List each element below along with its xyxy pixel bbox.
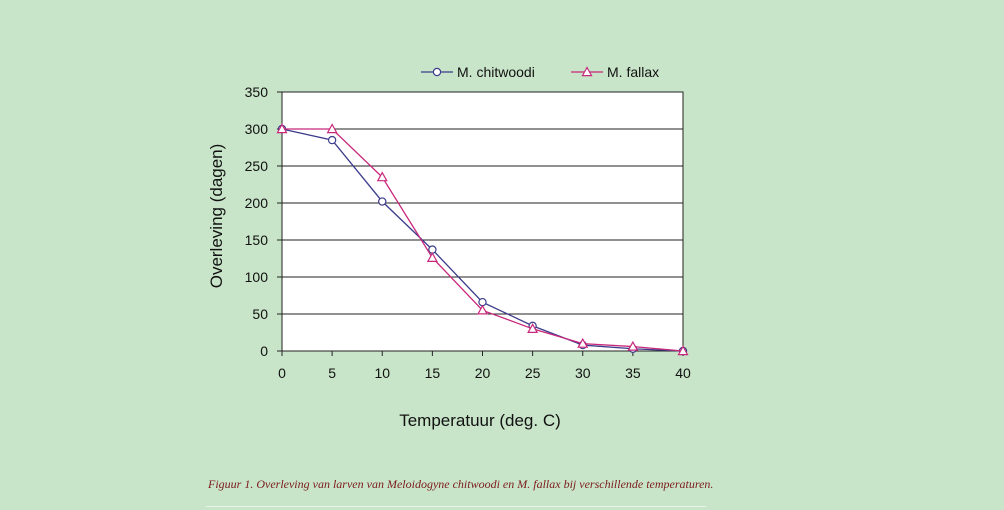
data-point	[376, 171, 388, 182]
y-tick-label: 50	[252, 306, 268, 322]
legend-item: M. chitwoodi	[421, 64, 535, 80]
y-tick-label: 300	[245, 121, 269, 137]
legend: M. chitwoodi M. fallax	[421, 64, 659, 80]
y-tick-label: 250	[245, 158, 269, 174]
legend-marker	[432, 67, 442, 77]
data-point	[326, 123, 338, 134]
series-m-fallax	[276, 123, 689, 356]
legend-marker	[581, 66, 593, 77]
x-tick-label: 5	[328, 365, 336, 381]
x-tick-label: 25	[525, 365, 541, 381]
data-point	[677, 345, 689, 356]
legend-item: M. fallax	[571, 64, 659, 80]
x-tick-label: 15	[425, 365, 441, 381]
x-tick-label: 10	[374, 365, 390, 381]
y-tick-label: 350	[245, 84, 269, 100]
figure-caption: Figuur 1. Overleving van larven van Melo…	[208, 477, 714, 491]
x-tick-label: 20	[475, 365, 491, 381]
data-point	[627, 340, 639, 351]
y-axis-title: Overleving (dagen)	[207, 144, 226, 289]
grid-lines	[277, 91, 684, 356]
data-point	[327, 135, 337, 145]
legend-label: M. chitwoodi	[457, 64, 535, 80]
x-tick-labels: 0 5 10 15 20 25 30 35 40	[278, 365, 691, 381]
y-tick-label: 0	[260, 343, 268, 359]
data-point	[426, 252, 438, 262]
y-tick-labels: 0 50 100 150 200 250 300 350	[245, 84, 269, 359]
series-layer	[276, 123, 689, 356]
data-point	[378, 197, 387, 206]
data-point	[276, 123, 288, 134]
y-tick-label: 100	[245, 269, 269, 285]
y-tick-label: 200	[245, 195, 269, 211]
divider	[206, 506, 706, 507]
data-point	[527, 323, 539, 333]
x-tick-label: 40	[675, 365, 691, 381]
data-point	[476, 304, 489, 315]
y-tick-label: 150	[245, 232, 269, 248]
x-tick-label: 30	[575, 365, 591, 381]
x-axis-title: Temperatuur (deg. C)	[399, 411, 561, 430]
x-tick-label: 0	[278, 365, 286, 381]
legend-label: M. fallax	[607, 64, 659, 80]
x-tick-label: 35	[625, 365, 641, 381]
data-point	[577, 337, 589, 348]
